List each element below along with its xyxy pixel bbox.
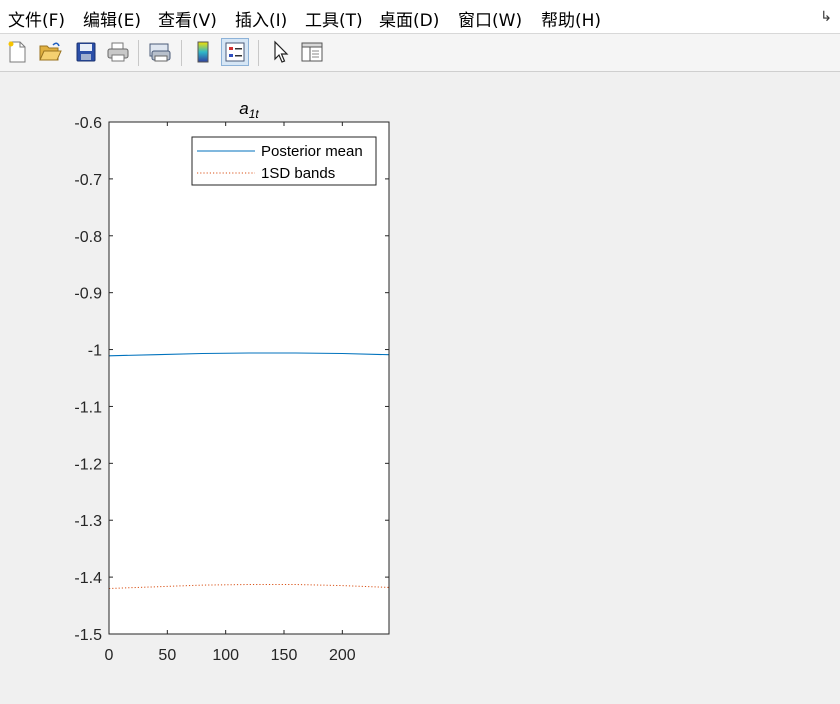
menu-bar: 文件(F) 编辑(E) 查看(V) 插入(I) 工具(T) 桌面(D) 窗口(W… <box>0 0 840 34</box>
menu-file[interactable]: 文件(F) <box>8 11 66 31</box>
xtick-label: 200 <box>329 647 356 664</box>
legend-label-1: 1SD bands <box>261 165 335 182</box>
xtick-label: 50 <box>158 647 176 664</box>
insert-legend-button[interactable] <box>221 38 249 66</box>
menu-help[interactable]: 帮助(H) <box>541 11 602 31</box>
save-disk-icon <box>76 42 96 62</box>
property-inspector-icon <box>301 42 323 62</box>
new-file-icon <box>8 41 26 63</box>
property-inspector-button[interactable] <box>298 38 326 66</box>
menu-view[interactable]: 查看(V) <box>158 11 217 31</box>
ytick-label: -0.9 <box>74 286 102 303</box>
ytick-label: -1.2 <box>74 456 102 473</box>
toolbar-separator <box>258 40 259 66</box>
xtick-label: 150 <box>271 647 298 664</box>
ytick-label: -1 <box>88 343 102 360</box>
open-file-button[interactable] <box>36 38 64 66</box>
ytick-label: -0.7 <box>74 172 102 189</box>
menu-edit[interactable]: 编辑(E) <box>83 11 142 31</box>
ytick-label: -1.3 <box>74 513 102 530</box>
ytick-label: -1.5 <box>74 627 102 644</box>
legend-box <box>191 136 377 186</box>
xtick-label: 100 <box>212 647 239 664</box>
ytick-label: -0.6 <box>74 115 102 132</box>
print-preview-button[interactable] <box>146 38 174 66</box>
legend-icon <box>225 42 245 62</box>
insert-colorbar-button[interactable] <box>189 38 217 66</box>
toolbar-separator <box>181 40 182 66</box>
new-figure-button[interactable] <box>3 38 31 66</box>
print-button[interactable] <box>104 38 132 66</box>
menu-tools[interactable]: 工具(T) <box>305 11 363 31</box>
legend-label-0: Posterior mean <box>261 143 363 160</box>
axes-frame <box>108 121 390 635</box>
dock-arrow-icon[interactable]: ↳ <box>820 8 832 24</box>
plot-axes <box>108 121 390 635</box>
axes-background <box>109 122 389 634</box>
figure-toolbar <box>0 34 840 72</box>
ytick-label: -1.1 <box>74 399 102 416</box>
chart-title-base: a <box>239 99 248 118</box>
menu-window[interactable]: 窗口(W) <box>458 11 523 31</box>
cursor-arrow-icon <box>274 40 289 63</box>
chart-title: a1t <box>239 99 259 121</box>
legend[interactable]: Posterior mean 1SD bands <box>191 136 377 186</box>
ytick-label: -1.4 <box>74 570 102 587</box>
chart-title-subscript: 1t <box>249 107 260 121</box>
colorbar-icon <box>197 41 209 63</box>
series-line-0 <box>108 352 390 357</box>
printer-icon <box>107 42 129 62</box>
ytick-label: -0.8 <box>74 229 102 246</box>
toolbar-separator <box>138 40 139 66</box>
menu-insert[interactable]: 插入(I) <box>235 11 288 31</box>
xtick-label: 0 <box>105 647 114 664</box>
figure-canvas[interactable]: -0.6 -0.7 -0.8 -0.9 -1 -1.1 -1.2 -1.3 -1.4 -1.5 0… <box>0 72 840 704</box>
menu-desktop[interactable]: 桌面(D) <box>379 11 440 31</box>
edit-plot-button[interactable] <box>266 38 294 66</box>
folder-open-icon <box>39 42 62 61</box>
print-preview-icon <box>149 43 171 62</box>
save-button[interactable] <box>72 38 100 66</box>
